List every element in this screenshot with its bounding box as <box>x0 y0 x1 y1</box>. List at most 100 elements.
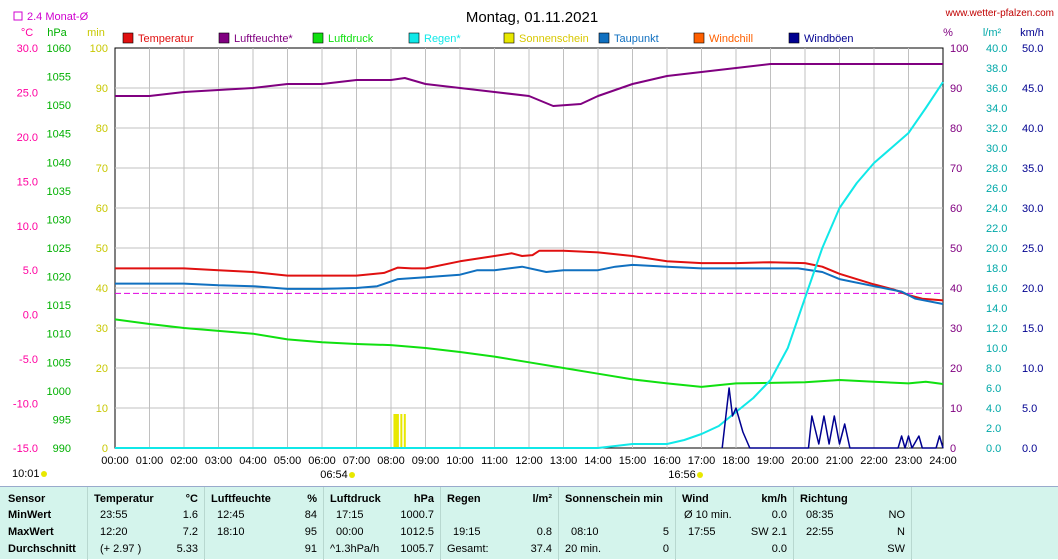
wind-max-value: SW 2.1 <box>750 526 787 538</box>
col-luftfeuchte: Luftfeuchte % 12:45 84 18:10 95 91 <box>205 487 324 560</box>
legend-swatch <box>693 32 705 44</box>
temp-h1: Temperatur <box>94 493 154 505</box>
rain-tick-label: 22.0 <box>986 223 1007 235</box>
dir-max-value: N <box>897 526 905 538</box>
press-min-value: 1000.7 <box>400 509 434 521</box>
hum-avg-value: 91 <box>304 543 317 555</box>
weather-chart: 00:00 01:00 02:00 03:00 04:00 05:00 06:00 07:00… <box>12 8 1054 481</box>
x-tick-label: 14:00 <box>584 455 612 467</box>
pct-tick-label: 90 <box>950 83 962 95</box>
col-wind: Wind km/h Ø 10 min. 0.0 17:55 SW 2.1 0.0 <box>676 487 794 560</box>
rain-tick-label: 8.0 <box>986 363 1001 375</box>
pct-tick-label: 0 <box>950 443 956 455</box>
pct-tick-label: 20 <box>950 363 962 375</box>
wind-avg-value: 0.0 <box>771 543 787 555</box>
stats-table: Sensor MinWert MaxWert Durchschnitt Temp… <box>0 486 1058 560</box>
temp-unit: °C <box>21 27 33 39</box>
wind-tick-label: 0.0 <box>1022 443 1037 455</box>
sun-h1: Sonnenschein min <box>565 493 663 505</box>
wind-tick-label: 50.0 <box>1022 43 1043 55</box>
sun-max-time: 08:10 <box>571 526 599 538</box>
rain-tick-label: 36.0 <box>986 83 1007 95</box>
sun-total-label: 20 min. <box>565 543 602 555</box>
hpa-tick-label: 1025 <box>47 243 71 255</box>
x-tick-label: 00:00 <box>101 455 129 467</box>
hum-h2: % <box>307 493 317 505</box>
min-tick-label: 90 <box>96 83 108 95</box>
hpa-tick-label: 1055 <box>47 72 71 84</box>
rain-tick-label: 4.0 <box>986 403 1001 415</box>
temp-tick-label: -5.0 <box>19 354 38 366</box>
temp-tick-label: 5.0 <box>23 265 38 277</box>
hum-max-time: 18:10 <box>217 526 245 538</box>
daylength: 10:01 <box>12 468 40 480</box>
wind-tick-label: 10.0 <box>1022 363 1043 375</box>
rain-tick-label: 38.0 <box>986 63 1007 75</box>
legend-swatch <box>122 32 134 44</box>
temp-tick-label: 20.0 <box>17 132 38 144</box>
sun-icon <box>41 471 47 477</box>
legend-label: Luftfeuchte* <box>234 33 293 45</box>
temp-tick-label: -10.0 <box>13 399 38 411</box>
wind-tick-label: 40.0 <box>1022 123 1043 135</box>
min-tick-label: 20 <box>96 363 108 375</box>
min-tick-label: 30 <box>96 323 108 335</box>
wind-h1: Wind <box>682 493 709 505</box>
hum-h1: Luftfeuchte <box>211 493 271 505</box>
min-tick-label: 0 <box>102 443 108 455</box>
x-tick-label: 02:00 <box>170 455 198 467</box>
rain-tick-label: 14.0 <box>986 303 1007 315</box>
sunset-icon <box>697 472 703 478</box>
hum-max-value: 95 <box>304 526 317 538</box>
x-tick-label: 21:00 <box>826 455 854 467</box>
label-max: MaxWert <box>8 526 54 538</box>
pct-tick-label: 70 <box>950 163 962 175</box>
x-tick-label: 18:00 <box>722 455 750 467</box>
rain-tick-label: 30.0 <box>986 143 1007 155</box>
sun-total-value: 0 <box>662 543 669 555</box>
x-tick-label: 11:00 <box>481 455 508 467</box>
series-line-windben <box>721 387 944 449</box>
temp-tick-label: 15.0 <box>17 176 38 188</box>
x-tick-label: 16:00 <box>653 455 681 467</box>
hpa-tick-label: 1035 <box>47 186 71 198</box>
pct-tick-label: 100 <box>950 43 968 55</box>
series-line-regen <box>115 81 944 449</box>
rain-tick-label: 12.0 <box>986 323 1007 335</box>
x-tick-label: 15:00 <box>619 455 647 467</box>
legend-swatch <box>598 32 610 44</box>
rain-tick-label: 18.0 <box>986 263 1007 275</box>
series-lines <box>114 63 944 449</box>
label-min: MinWert <box>8 509 52 521</box>
series-line-taupunkt <box>115 263 944 305</box>
rain-h2: l/m² <box>532 493 552 505</box>
wind-tick-label: 45.0 <box>1022 83 1043 95</box>
hpa-tick-label: 1015 <box>47 300 71 312</box>
temp-tick-label: 30.0 <box>17 43 38 55</box>
legend: Temperatur Luftfeuchte* Luftdruck Regen* Son… <box>122 32 854 45</box>
pct-unit: % <box>943 27 953 39</box>
rain-tick-label: 0.0 <box>986 443 1001 455</box>
temp-tick-label: 10.0 <box>17 221 38 233</box>
wind-unit: km/h <box>1020 27 1044 39</box>
label-sensor: Sensor <box>8 493 46 505</box>
min-tick-label: 50 <box>96 243 108 255</box>
press-max-time: 00:00 <box>336 526 364 538</box>
hpa-tick-label: 1050 <box>47 100 71 112</box>
hpa-tick-label: 1020 <box>47 272 71 284</box>
x-tick-label: 13:00 <box>550 455 578 467</box>
x-tick-label: 06:00 <box>308 455 336 467</box>
rain-tick-label: 26.0 <box>986 183 1007 195</box>
legend-swatch <box>312 32 324 44</box>
min-tick-label: 60 <box>96 203 108 215</box>
x-tick-label: 23:00 <box>895 455 923 467</box>
temp-avg-value: 5.33 <box>176 543 198 555</box>
hum-min-time: 12:45 <box>217 509 245 521</box>
min-tick-label: 100 <box>90 43 108 55</box>
pct-tick-label: 60 <box>950 203 962 215</box>
hpa-tick-label: 1010 <box>47 329 71 341</box>
temp-max-value: 7.2 <box>182 526 198 538</box>
press-h2: hPa <box>413 493 434 505</box>
col-sensor: Sensor MinWert MaxWert Durchschnitt <box>0 487 88 560</box>
label-avg: Durchschnitt <box>8 543 76 555</box>
